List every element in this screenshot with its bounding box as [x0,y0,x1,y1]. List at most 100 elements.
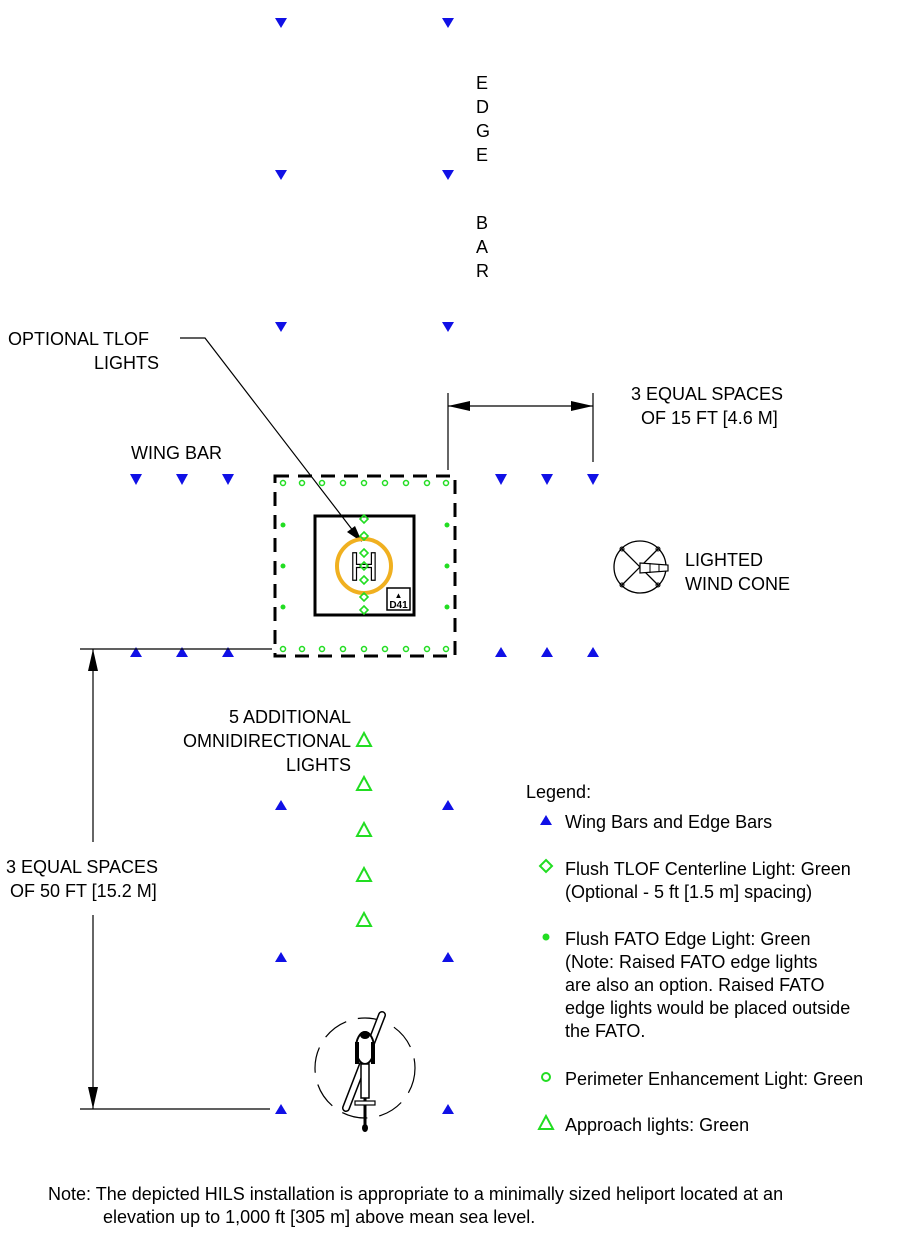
wing-bar-light [222,474,234,485]
edge-bar-letter: E [476,145,488,165]
note-line-1: Note: The depicted HILS installation is … [48,1184,783,1204]
fato-boundary [273,474,457,658]
fato-edge-light [280,604,286,610]
wind-cone-label-1: LIGHTED [685,550,763,570]
perimeter-light [360,645,368,653]
tlof-centerline-light [358,530,370,542]
tlof-centerline-light [358,574,370,586]
tlof-centerline-light [358,560,370,572]
wing-bar-light [176,474,188,485]
legend-green-diamond-icon [538,858,554,874]
edge-bar-light [275,18,287,28]
edge-bar-light [275,1104,287,1114]
perimeter-light [423,645,431,653]
additional-lights-label-1: 5 ADDITIONAL [229,707,351,727]
fato-edge-light [280,563,286,569]
edge-bar-light [442,170,454,180]
edge-bar-light [275,952,287,962]
perimeter-light [402,479,410,487]
optional-tlof-label-2: LIGHTS [94,353,159,373]
edge-bar-light [275,170,287,180]
wing-bar-light [587,647,599,657]
edge-bar-light [275,800,287,810]
legend-item-3-line-3: are also an option. Raised FATO [565,975,824,995]
wing-bar-light [176,647,188,657]
approach-light [355,865,373,882]
perimeter-light [442,479,450,487]
fato-edge-light [444,563,450,569]
fato-edge-light [280,522,286,528]
wing-bar-lights-lower [130,647,599,657]
legend-item-5-line-1: Approach lights: Green [565,1115,749,1135]
perimeter-lights [279,479,450,653]
perimeter-light [339,645,347,653]
tlof-centerline-light [358,547,370,559]
perimeter-light [279,645,287,653]
approach-light [355,820,373,837]
dim15-arrow-right [571,401,593,411]
dim15-label-1: 3 EQUAL SPACES [631,384,783,404]
edge-bar-light [442,322,454,332]
legend-item-2-line-2: (Optional - 5 ft [1.5 m] spacing) [565,882,812,902]
perimeter-light [381,479,389,487]
tlof-h-marking: H [350,545,379,589]
legend-item-2-line-1: Flush TLOF Centerline Light: Green [565,859,851,879]
edge-bar-light [442,952,454,962]
legend-green-circle-icon [541,1072,551,1082]
wing-bar-light [130,474,142,485]
edge-bar-light [442,1104,454,1114]
perimeter-light [423,479,431,487]
legend-item-3-line-1: Flush FATO Edge Light: Green [565,929,810,949]
legend-item-1-line-1: Wing Bars and Edge Bars [565,812,772,832]
dim15-label-2: OF 15 FT [4.6 M] [641,408,778,428]
wing-bar-light [541,474,553,485]
dim50-label-2: OF 50 FT [15.2 M] [10,881,157,901]
tlof-leader-line [180,337,355,533]
wing-bar-label: WING BAR [131,443,222,463]
fato-edge-lights [280,522,450,610]
additional-lights-label-2: OMNIDIRECTIONAL [183,731,351,751]
wing-bar-lights-upper [130,474,599,485]
tlof-centerline-light [358,591,370,603]
perimeter-light [381,645,389,653]
wing-bar-light [495,474,507,485]
edge-bar-label: E D G E B A R [476,73,490,281]
perimeter-light [298,479,306,487]
edge-bar-light [275,322,287,332]
dim15-arrow-left [448,401,470,411]
additional-lights-label-3: LIGHTS [286,755,351,775]
edge-bar-light [442,800,454,810]
wing-bar-light [130,647,142,657]
edge-bar-letter: D [476,97,489,117]
edge-bar-letter: G [476,121,490,141]
wing-bar-light [495,647,507,657]
note-line-2: elevation up to 1,000 ft [305 m] above m… [103,1207,535,1227]
legend-item-4-line-1: Perimeter Enhancement Light: Green [565,1069,863,1089]
perimeter-light [318,479,326,487]
legend-item-3-line-2: (Note: Raised FATO edge lights [565,952,817,972]
edge-bar-letter: R [476,261,489,281]
wind-cone-label-2: WIND CONE [685,574,790,594]
tlof-centerline-lights [358,513,370,616]
dim50-label-1: 3 EQUAL SPACES [6,857,158,877]
perimeter-light [442,645,450,653]
weight-limit-box [386,587,411,611]
legend-title: Legend: [526,782,591,802]
approach-lights [355,730,373,927]
edge-bar-lights [275,18,454,332]
approach-light [355,774,373,791]
perimeter-light [279,479,287,487]
wind-cone-icon [613,540,669,594]
fato-edge-light [444,522,450,528]
edge-bar-letter: B [476,213,488,233]
tlof-centerline-light [358,513,370,525]
optional-tlof-label-1: OPTIONAL TLOF [8,329,149,349]
legend-green-dot-icon [542,933,550,941]
legend-item-3-line-4: edge lights would be placed outside [565,998,850,1018]
wing-bar-light [222,647,234,657]
edge-bar-letter: A [476,237,488,257]
wing-bar-light [587,474,599,485]
weight-limit-arrow: ▲ [395,591,403,600]
perimeter-light [402,645,410,653]
